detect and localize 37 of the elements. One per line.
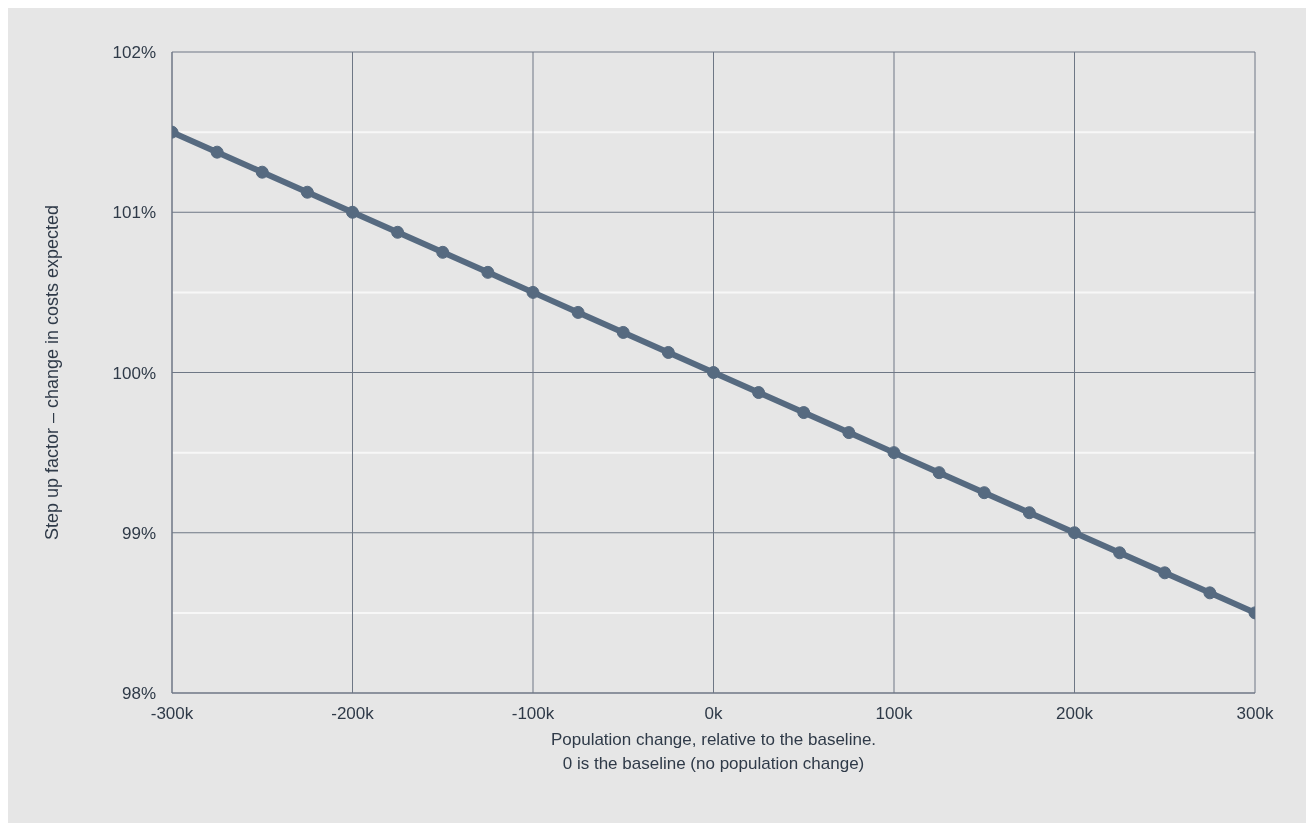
point xyxy=(255,165,269,179)
point xyxy=(797,406,811,420)
y-tick-label: 102% xyxy=(112,43,156,63)
point xyxy=(1068,526,1081,540)
point xyxy=(571,305,585,319)
point xyxy=(887,446,901,460)
x-tick-label: 300k xyxy=(1236,704,1274,724)
point xyxy=(210,145,224,159)
point xyxy=(300,185,314,199)
y-tick-label: 99% xyxy=(121,523,156,543)
point xyxy=(661,345,675,359)
x-tick-label: 200k xyxy=(1056,704,1094,724)
x-tick-label: -300k xyxy=(150,704,194,724)
point xyxy=(1203,586,1217,600)
y-tick-label: 101% xyxy=(112,203,156,223)
x-tick-label: 0k xyxy=(704,704,723,724)
point xyxy=(707,366,720,379)
point xyxy=(1158,566,1172,580)
x-tick-label: -200k xyxy=(331,704,375,724)
x-tick-label: 100k xyxy=(875,704,913,724)
x-tick-label: -100k xyxy=(511,704,555,724)
point xyxy=(616,325,630,339)
point xyxy=(346,205,359,219)
point xyxy=(1113,546,1127,560)
point xyxy=(1022,506,1036,520)
point xyxy=(932,466,946,480)
y-tick-label: 98% xyxy=(121,684,156,704)
y-tick-label: 100% xyxy=(112,363,156,383)
x-axis-title: Population change, relative to the baseline. 0 is the baseline (no population change) xyxy=(550,730,877,773)
point xyxy=(842,426,856,440)
point xyxy=(526,285,540,299)
point xyxy=(436,245,450,259)
point xyxy=(752,386,766,400)
point xyxy=(481,265,495,279)
y-axis-title: Step up factor – change in costs expected xyxy=(42,204,63,541)
point xyxy=(977,486,991,500)
point xyxy=(391,225,405,239)
